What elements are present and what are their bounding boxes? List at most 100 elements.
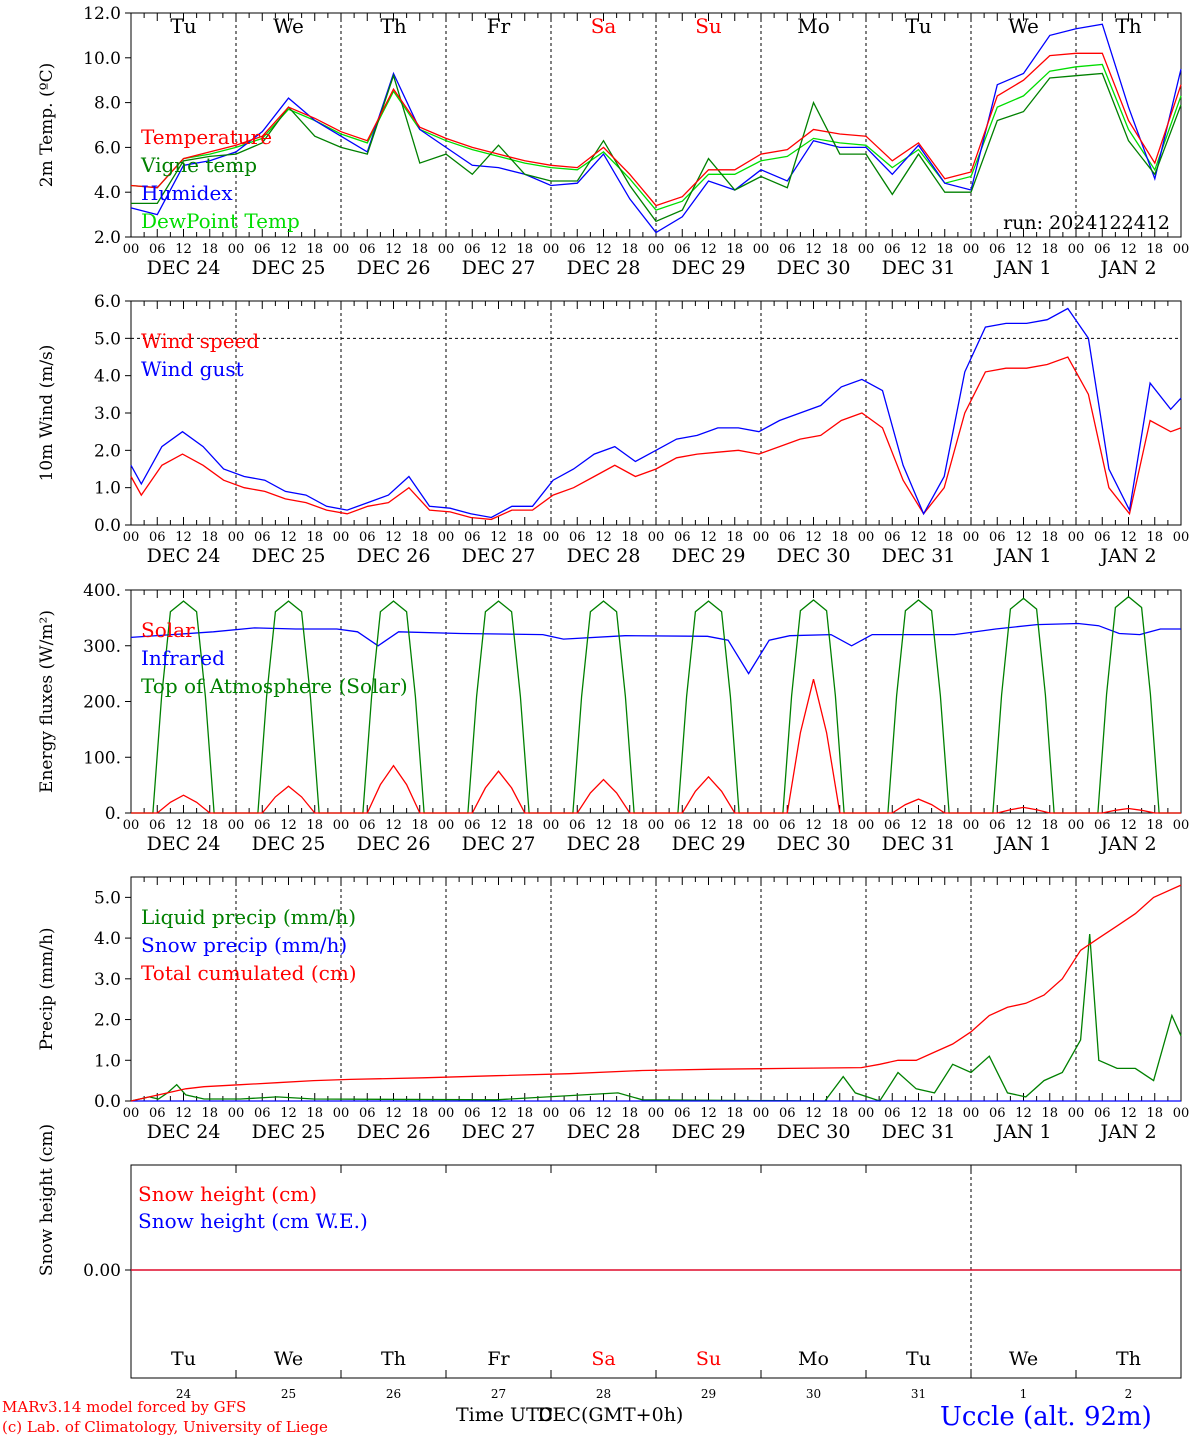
hour-tick-label: 00 <box>333 242 350 257</box>
legend-wind-gust: Wind gust <box>141 357 244 381</box>
hour-tick-label: 18 <box>411 242 428 257</box>
weekday-label: Mo <box>798 1348 829 1370</box>
hour-tick-label: 18 <box>831 1106 848 1121</box>
y-tick-label: 0. <box>105 804 121 824</box>
hour-tick-label: 18 <box>201 1106 218 1121</box>
hour-tick-label: 00 <box>123 1106 140 1121</box>
date-label: DEC 27 <box>462 257 536 279</box>
series-line <box>131 72 1182 223</box>
y-tick-label: 6.0 <box>94 292 121 312</box>
y-tick-label: 4.0 <box>94 929 121 949</box>
hour-tick-label: 00 <box>858 530 875 545</box>
hour-tick-label: 12 <box>595 242 612 257</box>
hour-tick-label: 00 <box>1173 818 1190 833</box>
hour-tick-label: 18 <box>516 242 533 257</box>
hour-tick-label: 06 <box>674 530 691 545</box>
hour-tick-label: 12 <box>1015 818 1032 833</box>
series-line <box>130 63 1182 211</box>
legend-vigne-temp: Vigne temp <box>140 153 257 177</box>
hour-tick-label: 12 <box>700 530 717 545</box>
x-axis-label-month: DEC <box>537 1404 581 1426</box>
date-label: DEC 27 <box>462 1121 536 1143</box>
hour-tick-label: 18 <box>936 242 953 257</box>
legend-liquid-precip-mm-h-: Liquid precip (mm/h) <box>141 905 356 929</box>
hour-tick-label: 18 <box>201 818 218 833</box>
hour-tick-label: 12 <box>1120 242 1137 257</box>
hour-tick-label: 00 <box>1173 1106 1190 1121</box>
hour-tick-label: 12 <box>280 818 297 833</box>
hour-tick-label: 18 <box>516 530 533 545</box>
hour-tick-label: 12 <box>910 818 927 833</box>
y-axis-label: 10m Wind (m/s) <box>37 345 57 482</box>
hour-tick-label: 06 <box>464 530 481 545</box>
y-tick-label: 2.0 <box>94 1011 121 1031</box>
date-label: JAN 2 <box>1098 1121 1156 1143</box>
hour-tick-label: 06 <box>254 242 271 257</box>
weekday-label: Mo <box>797 14 830 38</box>
y-tick-label: 4.0 <box>94 367 121 387</box>
hour-tick-label: 06 <box>149 530 166 545</box>
hour-tick-label: 00 <box>543 530 560 545</box>
hour-tick-label: 12 <box>805 242 822 257</box>
weekday-label: Th <box>1116 1348 1141 1370</box>
hour-tick-label: 12 <box>595 530 612 545</box>
weekday-label: We <box>1008 14 1039 38</box>
date-label: DEC 25 <box>252 1121 326 1143</box>
hour-tick-label: 00 <box>228 818 245 833</box>
hour-tick-label: 18 <box>411 530 428 545</box>
hour-tick-label: 00 <box>963 530 980 545</box>
hour-tick-label: 06 <box>674 1106 691 1121</box>
hour-tick-label: 06 <box>149 1106 166 1121</box>
y-tick-label: 5.0 <box>94 329 121 349</box>
weekday-label: Tu <box>906 1348 931 1370</box>
weekday-label: Sa <box>591 1348 615 1370</box>
hour-tick-label: 12 <box>175 818 192 833</box>
hour-tick-label: 00 <box>753 1106 770 1121</box>
hour-tick-label: 06 <box>989 242 1006 257</box>
hour-tick-label: 06 <box>569 242 586 257</box>
series-line <box>130 622 1181 675</box>
date-label: DEC 25 <box>252 833 326 855</box>
hour-tick-label: 06 <box>674 242 691 257</box>
hour-tick-label: 12 <box>595 818 612 833</box>
hour-tick-label: 18 <box>726 530 743 545</box>
hour-tick-label: 18 <box>621 242 638 257</box>
date-label: DEC 28 <box>567 257 641 279</box>
hour-tick-label: 06 <box>464 818 481 833</box>
hour-tick-label: 00 <box>543 242 560 257</box>
hour-tick-label: 00 <box>123 530 140 545</box>
hour-tick-label: 00 <box>753 242 770 257</box>
hour-tick-label: 18 <box>726 818 743 833</box>
hour-tick-label: 12 <box>280 1106 297 1121</box>
hour-tick-label: 06 <box>779 818 796 833</box>
weekday-label: Th <box>380 14 406 38</box>
hour-tick-label: 06 <box>1094 530 1111 545</box>
y-tick-label: 0.0 <box>94 1092 121 1112</box>
hour-tick-label: 18 <box>411 1106 428 1121</box>
hour-tick-label: 12 <box>1015 530 1032 545</box>
series-line <box>130 23 1182 234</box>
y-tick-label: 12.0 <box>83 4 121 24</box>
hour-tick-label: 12 <box>805 1106 822 1121</box>
date-label: DEC 30 <box>777 545 851 567</box>
y-tick-label: 8.0 <box>94 94 121 114</box>
hour-tick-label: 12 <box>595 1106 612 1121</box>
hour-tick-label: 00 <box>1068 1106 1085 1121</box>
hour-tick-label: 00 <box>333 818 350 833</box>
hour-tick-label: 18 <box>1041 242 1058 257</box>
series-line <box>130 307 1182 519</box>
date-label: JAN 1 <box>993 1121 1051 1143</box>
hour-tick-label: 06 <box>1094 1106 1111 1121</box>
hour-tick-label: 00 <box>648 818 665 833</box>
weekday-label: We <box>273 14 304 38</box>
date-label: JAN 2 <box>1098 545 1156 567</box>
hour-tick-label: 18 <box>621 530 638 545</box>
legend-solar: Solar <box>141 618 195 642</box>
day-number-label: 24 <box>176 1387 192 1401</box>
hour-tick-label: 18 <box>1041 530 1058 545</box>
hour-tick-label: 12 <box>175 242 192 257</box>
date-label: DEC 24 <box>147 1121 221 1143</box>
legend-snow-height-cm-: Snow height (cm) <box>138 1182 317 1206</box>
series-line <box>130 356 1182 521</box>
